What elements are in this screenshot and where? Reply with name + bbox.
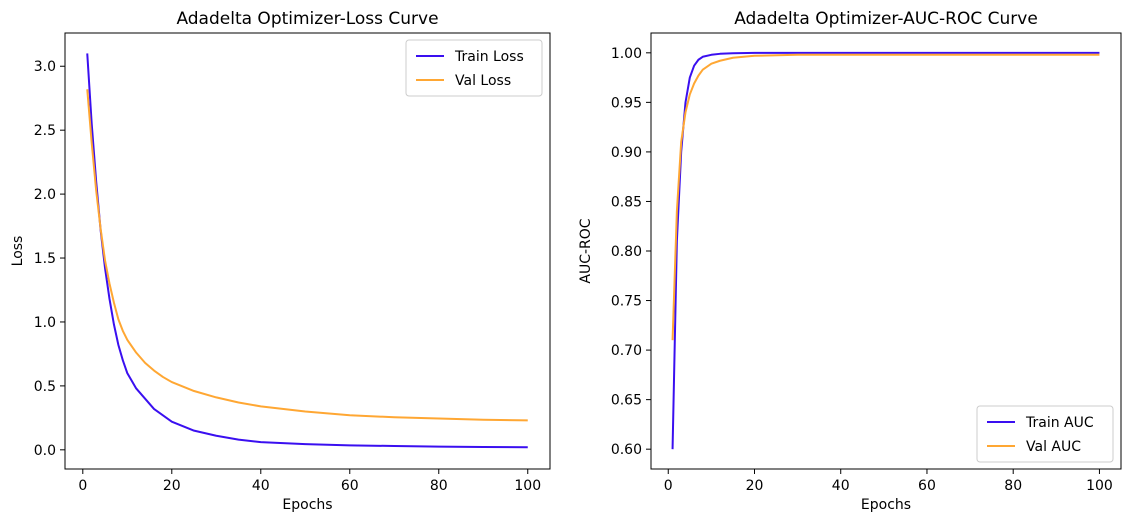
legend: Train AUC Val AUC: [976, 405, 1114, 463]
y-axis-label: Loss: [10, 236, 26, 267]
y-tick-label: 0.90: [611, 145, 642, 161]
series-line-train-loss: [86, 53, 528, 449]
legend-label: Val Loss: [455, 73, 511, 89]
y-tick-label: 1.00: [611, 46, 642, 62]
legend-box: [405, 39, 543, 97]
chart-panel-0: Adadelta Optimizer-Loss Curve 0 20 40 60 80 10…: [10, 9, 551, 513]
x-tick-label: 20: [746, 478, 764, 494]
x-tick-label: 40: [252, 478, 270, 494]
x-axis-label: Epochs: [861, 497, 911, 513]
x-tick-label: 100: [1086, 478, 1113, 494]
legend-label: Train AUC: [1025, 415, 1094, 431]
y-tick-label: 2.5: [34, 123, 56, 139]
plot-frame: [650, 32, 1122, 470]
chart-panel-1: Adadelta Optimizer-AUC-ROC Curve 0 20 40 60 8…: [578, 9, 1122, 513]
y-tick-label: 3.0: [34, 59, 56, 75]
series-line-val-auc: [671, 53, 1100, 341]
y-tick-label: 0.5: [34, 379, 56, 395]
y-axis-label: AUC-ROC: [578, 218, 594, 283]
x-tick-label: 60: [341, 478, 359, 494]
y-tick-label: 0.80: [611, 244, 642, 260]
y-tick-label: 2.0: [34, 187, 56, 203]
x-tick-label: 20: [163, 478, 181, 494]
y-tick-label: 0.0: [34, 443, 56, 459]
x-tick-label: 60: [918, 478, 936, 494]
chart-title: Adadelta Optimizer-Loss Curve: [176, 9, 438, 29]
legend-label: Train Loss: [454, 49, 524, 65]
x-tick-label: 100: [514, 478, 541, 494]
series-line-train-auc: [671, 51, 1100, 450]
plot-frame: [64, 32, 551, 470]
x-tick-label: 80: [430, 478, 448, 494]
y-tick-label: 0.70: [611, 343, 642, 359]
legend-box: [976, 405, 1114, 463]
legend: Train Loss Val Loss: [405, 39, 543, 97]
y-tick-label: 0.95: [611, 95, 642, 111]
series-line-val-loss: [86, 89, 528, 422]
y-tick-label: 1.0: [34, 315, 56, 331]
chart-title: Adadelta Optimizer-AUC-ROC Curve: [734, 9, 1038, 29]
x-tick-label: 40: [832, 478, 850, 494]
legend-label: Val AUC: [1026, 439, 1081, 455]
y-tick-label: 0.60: [611, 442, 642, 458]
x-tick-label: 80: [1004, 478, 1022, 494]
x-tick-label: 0: [664, 478, 673, 494]
y-tick-label: 0.65: [611, 393, 642, 409]
x-tick-label: 0: [78, 478, 87, 494]
y-tick-label: 1.5: [34, 251, 56, 267]
x-axis-label: Epochs: [282, 497, 332, 513]
y-tick-label: 0.85: [611, 194, 642, 210]
y-tick-label: 0.75: [611, 294, 642, 310]
